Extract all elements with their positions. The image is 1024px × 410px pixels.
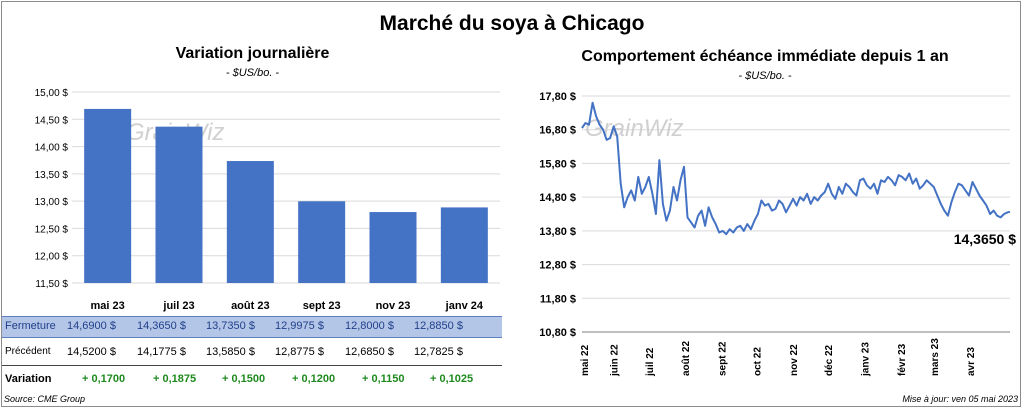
source-note: Source: CME Group (4, 394, 86, 404)
x-tick-label: oct 22 (753, 347, 764, 376)
bar (369, 212, 417, 283)
prev-value: 12,7825 $ (414, 346, 463, 358)
update-note: Mise à jour: ven 05 mai 2023 (902, 394, 1018, 404)
y-tick-label: 10,80 $ (539, 327, 576, 339)
x-tick-label: déc 22 (824, 344, 835, 376)
y-tick-label: 12,80 $ (539, 260, 576, 272)
page-title: Marché du soya à Chicago (379, 12, 645, 35)
bar (440, 207, 488, 283)
bar (298, 201, 346, 283)
table-row-variation: Variation + 0,1700 + 0,1875 + 0,1500 + 0… (2, 370, 502, 390)
close-value: 12,8850 $ (414, 320, 463, 332)
variation-label: Variation (5, 373, 52, 385)
prev-value: 13,5850 $ (206, 346, 255, 358)
x-tick-label: avr 23 (966, 347, 977, 376)
y-tick-label: 11,50 $ (35, 279, 68, 290)
right-chart-subtitle: - $US/bo. - (738, 70, 792, 82)
variation-value: + 0,1025 (430, 373, 474, 385)
x-tick-label: nov 23 (376, 300, 411, 312)
table-row-close: Fermeture 14,6900 $ 14,3650 $ 13,7350 $ … (2, 316, 502, 338)
y-tick-label: 13,50 $ (35, 170, 69, 181)
table-divider (2, 365, 502, 366)
close-value: 12,9975 $ (275, 320, 324, 332)
x-tick-label: sept 23 (303, 300, 341, 312)
prev-label: Précédent (5, 346, 51, 357)
y-tick-label: 16,80 $ (539, 125, 576, 137)
close-label: Fermeture (5, 320, 56, 332)
y-tick-label: 12,00 $ (35, 252, 69, 263)
y-tick-label: 15,00 $ (35, 88, 69, 99)
close-value: 13,7350 $ (206, 320, 255, 332)
x-tick-label: janv 24 (445, 300, 484, 312)
close-value: 14,6900 $ (67, 320, 116, 332)
variation-value: + 0,1500 (222, 373, 266, 385)
x-tick-label: juin 22 (610, 344, 621, 377)
x-tick-label: mai 23 (91, 300, 125, 312)
x-tick-label: juil 23 (162, 300, 194, 312)
prev-value: 14,5200 $ (67, 346, 116, 358)
variation-value: + 0,1200 (292, 373, 336, 385)
close-value: 14,3650 $ (137, 320, 186, 332)
right-chart-title: Comportement échéance immédiate depuis 1… (581, 48, 949, 65)
variation-value: + 0,1700 (82, 373, 126, 385)
x-tick-label: juil 22 (645, 347, 656, 377)
x-tick-label: août 22 (681, 341, 692, 376)
close-value: 12,8000 $ (345, 320, 394, 332)
prev-value: 12,8775 $ (275, 346, 324, 358)
watermark: GrainWiz (585, 115, 683, 142)
x-tick-label: févr 23 (897, 343, 908, 376)
y-tick-label: 14,00 $ (35, 143, 69, 154)
left-chart-title: Variation journalière (175, 45, 330, 62)
y-tick-label: 14,80 $ (539, 192, 576, 204)
y-tick-label: 13,80 $ (539, 226, 576, 238)
x-tick-label: mars 23 (930, 338, 941, 376)
bar (84, 108, 132, 283)
y-tick-label: 13,00 $ (35, 197, 69, 208)
y-tick-label: 14,50 $ (35, 115, 69, 126)
price-series-line (581, 101, 1011, 236)
last-value-label: 14,3650 $ (954, 231, 1016, 247)
table-row-previous: Précédent 14,5200 $ 14,1775 $ 13,5850 $ … (2, 343, 502, 363)
x-tick-label: mai 22 (580, 344, 591, 376)
bar (155, 126, 203, 283)
prev-value: 14,1775 $ (137, 346, 186, 358)
x-tick-label: sept 22 (718, 341, 729, 376)
variation-value: + 0,1150 (362, 373, 405, 385)
x-tick-label: nov 22 (789, 344, 800, 376)
x-tick-label: août 23 (231, 300, 270, 312)
x-tick-label: janv 23 (861, 342, 872, 377)
y-tick-label: 11,80 $ (540, 293, 576, 305)
variation-value: + 0,1875 (153, 373, 197, 385)
left-chart-subtitle: - $US/bo. - (225, 67, 280, 79)
y-tick-label: 12,50 $ (35, 224, 69, 235)
prev-value: 12,6850 $ (345, 346, 394, 358)
bar (226, 161, 274, 283)
y-tick-label: 17,80 $ (539, 91, 576, 103)
y-tick-label: 15,80 $ (539, 158, 576, 170)
